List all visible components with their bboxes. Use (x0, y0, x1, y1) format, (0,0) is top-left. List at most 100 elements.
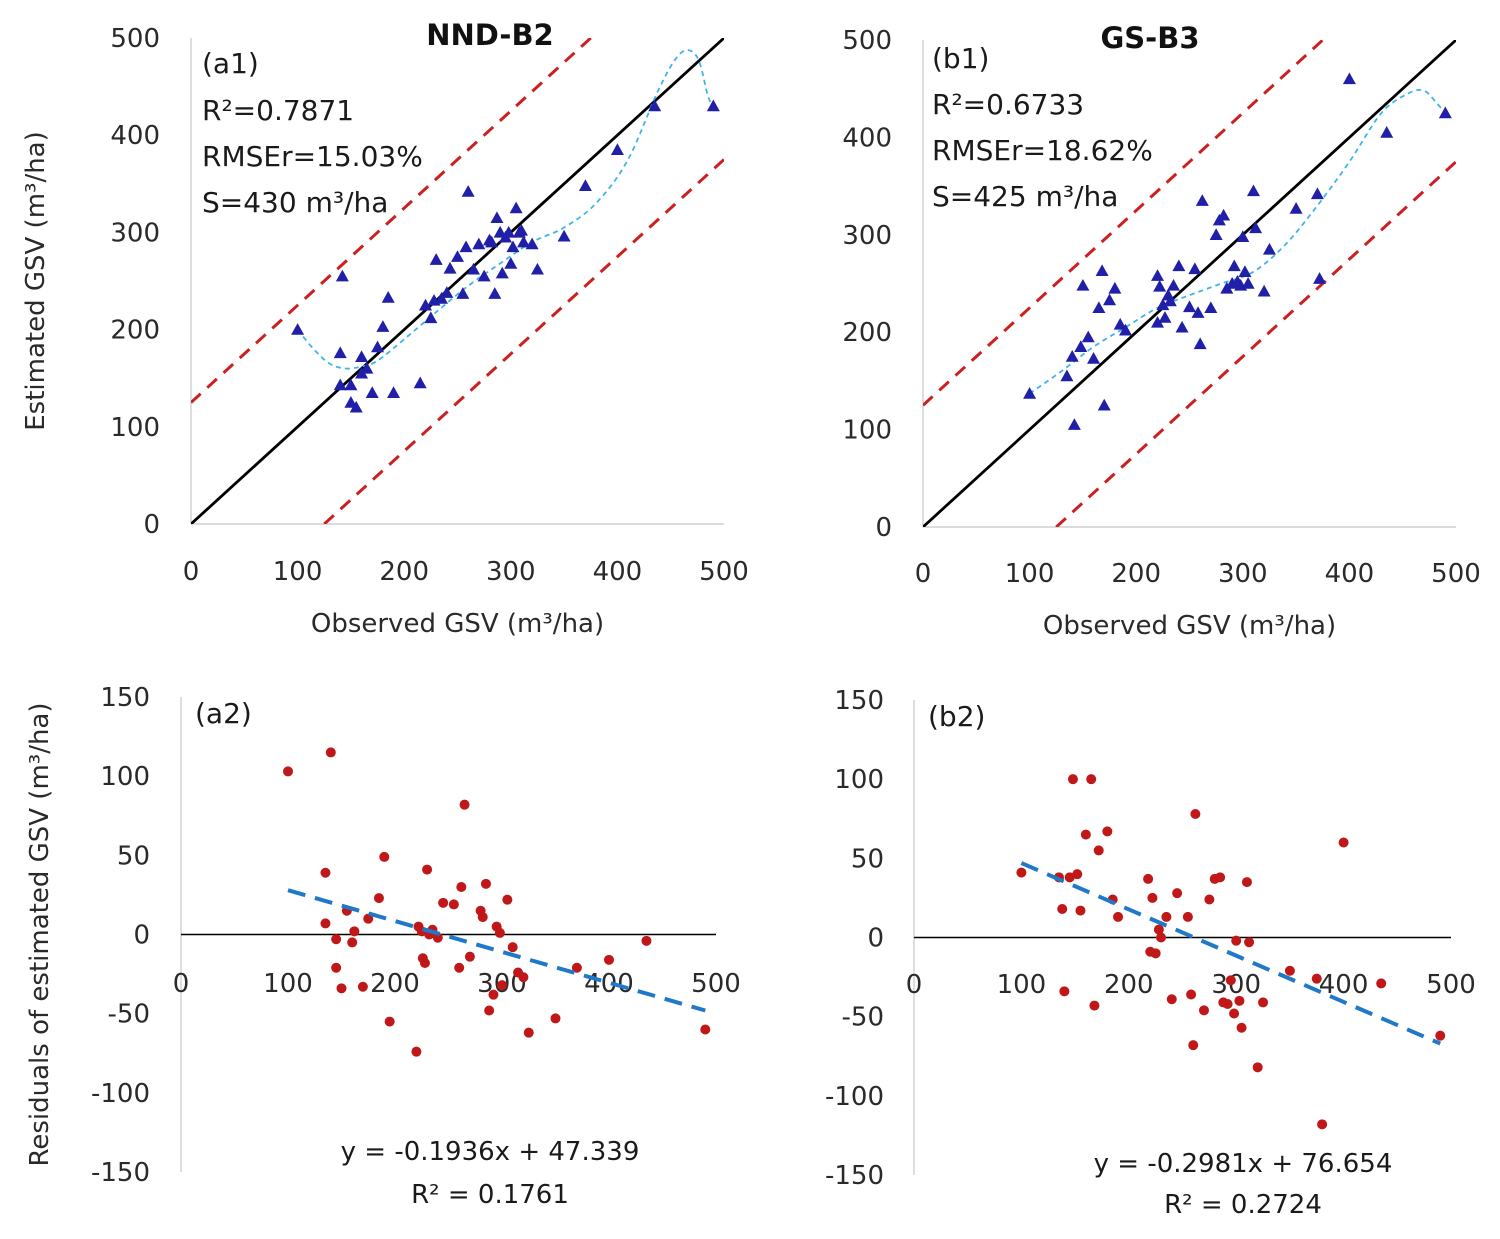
data-point (1204, 894, 1215, 905)
data-point (1222, 999, 1233, 1009)
data-point (331, 934, 342, 945)
data-point (1183, 300, 1196, 313)
x-tick-label: 400 (1319, 970, 1369, 1000)
data-point (456, 882, 467, 892)
data-point (557, 229, 571, 242)
y-tick-label: 400 (110, 121, 160, 151)
y-tick-label: 150 (100, 683, 150, 713)
data-point (1182, 911, 1193, 922)
data-point (1097, 398, 1111, 411)
data-point (1172, 888, 1183, 899)
data-point (484, 1005, 495, 1016)
data-point (440, 286, 454, 298)
data-point (454, 962, 465, 973)
data-point (461, 185, 475, 197)
trend-line (1020, 861, 1442, 1046)
data-point (1236, 230, 1250, 242)
data-point (336, 983, 347, 994)
data-point (464, 951, 475, 962)
data-point (1113, 911, 1124, 922)
data-point (1059, 986, 1070, 997)
data-point (419, 298, 433, 311)
data-point (1167, 278, 1181, 291)
data-point (381, 291, 395, 303)
x-tick-label: 100 (273, 557, 323, 587)
data-point (477, 912, 488, 923)
y-tick-label: 300 (110, 218, 160, 248)
data-point (700, 1024, 711, 1035)
data-point (1198, 1005, 1209, 1016)
data-point (509, 201, 523, 214)
panel-label: (b1) (932, 42, 989, 75)
data-point (363, 913, 374, 924)
data-point (1241, 877, 1252, 888)
y-tick-label: 50 (117, 841, 150, 871)
data-point (480, 878, 491, 889)
y-tick-label: -150 (91, 1158, 150, 1188)
data-point (1064, 872, 1075, 883)
trend-curve (1029, 88, 1447, 395)
data-point (1092, 301, 1106, 314)
data-point (373, 893, 384, 904)
data-point (413, 376, 427, 389)
data-point (459, 799, 470, 810)
data-point (456, 287, 470, 299)
regression-equation: y = -0.1936x + 47.339 (341, 1137, 640, 1167)
data-point (1313, 272, 1327, 284)
data-point (1060, 369, 1074, 382)
data-point (379, 851, 390, 862)
x-tick-label: 400 (584, 969, 634, 999)
data-point (384, 1016, 395, 1027)
chart-panel-1: 0 100 200 300 400 500 0 100 200 300 400 500 Estimate… (21, 18, 749, 639)
y-tick-label: -100 (825, 1082, 884, 1112)
data-point (1186, 989, 1197, 1000)
data-point (1225, 975, 1236, 986)
data-point (1119, 323, 1133, 336)
data-point (371, 340, 385, 353)
x-tick-label: 100 (997, 970, 1047, 1000)
x-tick-label: 0 (173, 969, 190, 999)
plot-area (923, 40, 1456, 527)
data-point (477, 269, 491, 282)
x-tick-label: 300 (486, 557, 536, 587)
y-tick-label: 500 (110, 24, 160, 54)
x-tick-label: 100 (263, 969, 313, 999)
data-point (1217, 208, 1231, 221)
data-point (422, 864, 433, 875)
data-point (1376, 978, 1387, 989)
data-point (641, 935, 652, 946)
trend-line (287, 888, 706, 1013)
y-axis-label: Estimated GSV (m³/ha) (21, 131, 51, 431)
data-point (1249, 221, 1263, 234)
data-point (525, 237, 539, 250)
data-point (1016, 867, 1027, 878)
data-point (648, 99, 662, 112)
data-point (365, 386, 379, 398)
data-point (1153, 279, 1167, 292)
data-point (325, 747, 336, 758)
x-tick-label: 200 (1104, 970, 1154, 1000)
data-point (283, 766, 293, 777)
data-point (1257, 284, 1271, 297)
data-point (472, 237, 486, 250)
data-point (1252, 1062, 1263, 1073)
data-point (507, 942, 518, 953)
data-point (1188, 1040, 1199, 1051)
y-tick-label: -100 (91, 1079, 150, 1109)
data-point (506, 240, 520, 253)
data-point (1209, 228, 1223, 240)
regression-equation: y = -0.2981x + 76.654 (1094, 1149, 1393, 1179)
stat-text: S=425 m³/ha (932, 180, 1118, 213)
data-point (1086, 774, 1097, 785)
bound-line (923, 40, 1324, 407)
data-point (333, 378, 347, 391)
data-point (1057, 904, 1068, 914)
data-point (1190, 809, 1201, 819)
y-tick-label: 500 (842, 26, 892, 56)
data-point (1193, 337, 1207, 350)
data-point (1102, 826, 1113, 837)
data-point (357, 981, 368, 992)
panel-label: (a1) (202, 47, 259, 80)
data-point (1258, 997, 1269, 1008)
